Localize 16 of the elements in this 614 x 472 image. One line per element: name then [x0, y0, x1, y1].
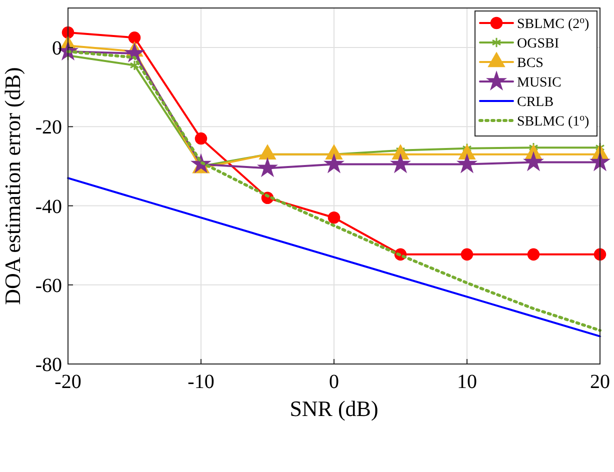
legend-label: OGSBI: [517, 36, 560, 52]
x-tick-label: -10: [188, 371, 214, 393]
legend-label: SBLMC (1$^{o}$): [517, 112, 590, 130]
x-tick-label: 20: [590, 371, 610, 393]
legend-label: BCS: [517, 56, 544, 71]
y-tick-label: -60: [35, 274, 62, 297]
y-axis-title: DOA estimation error (dB): [0, 67, 25, 305]
x-tick-label: 10: [457, 371, 477, 393]
y-tick-label: -40: [35, 196, 62, 218]
legend-label: SBLMC (2$^{o}$): [517, 14, 590, 32]
y-tick-label: 0: [52, 38, 62, 60]
legend-label: MUSIC: [517, 75, 562, 90]
x-axis-title: SNR (dB): [290, 396, 378, 421]
y-tick-label: -20: [35, 116, 62, 139]
legend-label: CRLB: [517, 94, 554, 110]
x-tick-label: 0: [329, 371, 339, 393]
